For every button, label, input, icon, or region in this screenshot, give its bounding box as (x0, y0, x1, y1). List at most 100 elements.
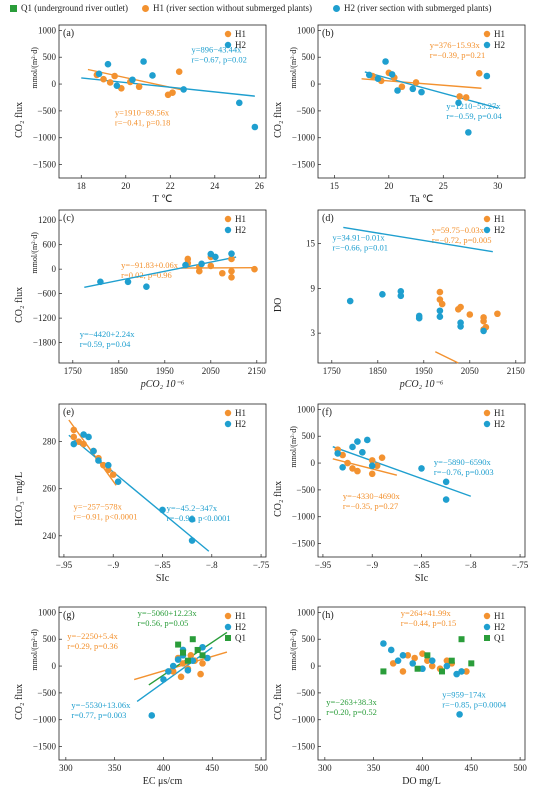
data-point-q1 (439, 668, 446, 675)
fit-equation-q1: y=−5060+12.23x (138, 608, 198, 618)
data-point-h2 (180, 86, 187, 93)
panel-label: (d) (322, 213, 334, 224)
legend-label-h1: H1 (river section without submerged plan… (153, 3, 313, 13)
y-axis-unit: mmol/(m²·d) (30, 232, 39, 274)
data-point-h1 (368, 457, 376, 464)
chart-panel-h: 300 350 400 450 500 −1500 −1000 −500 0 500 1000 (h)… (273, 606, 527, 787)
x-tick-label: 22 (166, 181, 175, 191)
data-point-h1 (70, 426, 78, 434)
y-tick-label: −1500 (33, 742, 57, 752)
fit-equation-h2: r=0.77, p=0.003 (71, 710, 126, 720)
legend-label-h1: H1 (235, 611, 246, 621)
legend-marker-h1 (483, 612, 491, 620)
data-point-h1 (368, 470, 376, 478)
data-point-h1 (219, 269, 226, 277)
y-tick-label: 500 (302, 634, 316, 644)
data-point-h1 (398, 83, 406, 91)
panel-label: (h) (322, 610, 334, 621)
data-point-h1 (411, 654, 418, 662)
x-tick-label: −.95 (315, 560, 332, 570)
legend-label-h1: H1 (494, 408, 505, 418)
data-point-h2 (457, 323, 464, 330)
fit-equation-h2: r=−0.76, p=0.003 (434, 467, 494, 477)
data-point-h1 (106, 79, 114, 86)
y-tick-label: 1000 (297, 607, 316, 617)
data-point-h2 (363, 436, 371, 444)
x-tick-label: 300 (318, 763, 332, 773)
data-point-h2 (90, 447, 97, 455)
data-point-h2 (228, 250, 235, 257)
data-point-h1 (404, 652, 412, 659)
y-tick-label: 0 (52, 264, 57, 274)
chart-panel-d: 1750 1850 1950 2050 2150 3 9 15 (d) pCO₂ 10⁻⁶ DO y=… (273, 209, 526, 390)
data-point-h2 (418, 465, 425, 472)
y-axis-label: CO₂ flux (14, 287, 25, 323)
plot-frame (58, 24, 267, 179)
data-point-h2 (419, 665, 426, 673)
data-point-h2 (143, 283, 150, 291)
y-axis-unit: mmol/(m²·d) (289, 629, 298, 671)
data-point-q1 (468, 660, 475, 667)
y-axis-unit: mmol/(m²·d) (289, 47, 298, 89)
x-tick-label: 2150 (507, 366, 526, 376)
data-point-h1 (100, 75, 107, 83)
legend-marker-h1 (224, 215, 232, 223)
legend-label-q1: Q1 (494, 633, 505, 643)
fit-equation-h2: y=34.91−0.01x (332, 233, 385, 243)
x-tick-label: 1750 (323, 366, 342, 376)
data-point-h1 (354, 467, 361, 475)
data-point-h2 (189, 657, 197, 664)
x-tick-label: 24 (210, 181, 220, 191)
data-point-h1 (378, 454, 386, 461)
panel-label: (c) (63, 213, 74, 224)
y-axis-label: CO₂ flux (273, 481, 284, 517)
y-tick-label: −1500 (33, 160, 57, 170)
y-tick-label: −500 (296, 106, 315, 116)
y-tick-label: −1500 (292, 539, 316, 549)
data-point-h1 (169, 89, 176, 96)
data-point-h2 (409, 85, 417, 93)
data-point-h2 (339, 464, 346, 471)
data-point-h2 (394, 657, 402, 664)
legend-marker-h2 (483, 226, 491, 234)
y-tick-label: 240 (43, 531, 57, 541)
data-point-h1 (70, 433, 78, 441)
legend-marker-h1 (483, 215, 491, 223)
data-point-h2 (456, 711, 463, 718)
fit-equation-h1: r=−0.35, p=0.27 (343, 501, 398, 511)
fit-equation-h1: r=−0.41, p=0.18 (115, 117, 170, 127)
fit-line-h1 (434, 351, 459, 364)
y-axis-label: CO₂ flux (273, 102, 284, 138)
x-tick-label: 1750 (64, 366, 83, 376)
data-point-h2 (70, 440, 78, 448)
data-point-h2 (182, 261, 189, 269)
fit-equation-h1: y=376−15.93x (430, 40, 481, 50)
data-point-h1 (412, 79, 420, 86)
fit-equation-h1: r=−0.72, p=0.005 (432, 235, 492, 245)
data-point-h2 (380, 640, 387, 647)
y-tick-label: 500 (43, 52, 57, 62)
data-point-h2 (198, 260, 205, 268)
legend-label-h2: H2 (235, 40, 246, 50)
y-axis-label: CO₂ flux (14, 102, 25, 138)
legend-marker-h2 (483, 623, 491, 631)
data-point-h2 (428, 657, 436, 664)
data-point-h2 (436, 313, 444, 321)
y-tick-label: 0 (311, 458, 316, 468)
legend-label-h2: H2 (235, 225, 246, 235)
legend-label-q1: Q1 (235, 633, 246, 643)
x-axis-label: T ℃ (153, 194, 173, 205)
data-point-h2 (114, 478, 122, 485)
x-tick-label: 20 (384, 181, 394, 191)
data-point-h1 (373, 462, 381, 470)
data-point-h2 (382, 58, 389, 65)
data-point-h1 (424, 657, 431, 664)
y-axis-unit: mmol/(m²·d) (30, 629, 39, 671)
y-tick-label: 9 (311, 283, 316, 293)
legend-marker-h2 (224, 226, 232, 234)
data-point-h1 (443, 657, 451, 664)
data-point-h2 (159, 506, 166, 514)
x-tick-label: −.9 (366, 560, 378, 570)
legend-marker-h1 (483, 30, 491, 38)
x-tick-label: 2050 (461, 366, 480, 376)
